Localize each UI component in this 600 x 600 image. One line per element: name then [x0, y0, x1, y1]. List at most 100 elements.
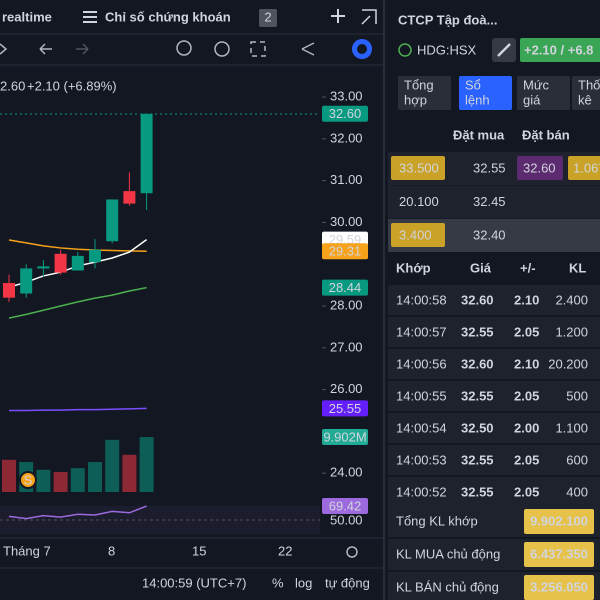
trade-price: 32.50 — [461, 420, 494, 435]
candle-body — [123, 191, 136, 204]
trade-change: 2.10 — [514, 292, 539, 307]
symbol: HDG:HSX — [417, 42, 477, 57]
trade-row — [388, 285, 600, 315]
price-badge-label: 29.31 — [329, 244, 362, 259]
badge: 2 — [264, 9, 271, 24]
tab[interactable] — [398, 76, 451, 110]
watchlist-name[interactable]: Chỉ số chứng khoán — [105, 9, 231, 24]
trade-time: 14:00:58 — [396, 292, 447, 307]
moving-average — [8, 239, 147, 253]
order-header: Đặt mua — [453, 127, 505, 142]
trade-time: 14:00:57 — [396, 324, 447, 339]
indicator-icon[interactable] — [176, 40, 192, 56]
trade-price: 32.60 — [461, 292, 494, 307]
edit-icon — [497, 43, 511, 57]
y-tick-label: 28.00 — [330, 297, 363, 312]
tab-label: giá — [523, 92, 541, 107]
trade-volume: 20.200 — [548, 356, 588, 371]
trade-volume: 400 — [566, 484, 588, 499]
tab[interactable] — [459, 76, 512, 110]
order-row — [388, 185, 600, 219]
expand-icon[interactable] — [361, 9, 377, 25]
tab-label: lệnh — [465, 92, 490, 107]
event-icon[interactable] — [19, 471, 37, 489]
log-toggle[interactable]: log — [295, 575, 312, 590]
menu-icon[interactable] — [83, 11, 97, 23]
change: +2.10 / +6.8 — [524, 42, 593, 57]
undo-icon[interactable] — [39, 43, 52, 55]
y-tick-label: 31.00 — [330, 172, 363, 187]
price-badge — [322, 279, 368, 296]
add-icon[interactable] — [331, 9, 345, 23]
trade-row — [388, 445, 600, 475]
tab-label: kê — [578, 92, 592, 107]
sell-highlight — [517, 156, 563, 180]
trade-change: 2.05 — [514, 484, 539, 499]
volume-highlight — [391, 223, 445, 247]
price-badge-label: 28.44 — [329, 280, 362, 295]
trade-price: 32.55 — [461, 324, 494, 339]
price-badge-label: 69.42 — [329, 498, 362, 513]
change-box — [520, 38, 600, 62]
trade-change: 2.05 — [514, 388, 539, 403]
moving-average — [9, 407, 147, 412]
chevron-icon[interactable] — [0, 43, 8, 55]
volume-bar — [70, 468, 85, 492]
y-tick-label: 24.00 — [330, 465, 363, 480]
trade-row — [388, 349, 600, 379]
volume-bar — [139, 437, 154, 492]
trade-volume: 600 — [566, 452, 588, 467]
trade-row — [388, 477, 600, 507]
trade-price: 32.60 — [461, 356, 494, 371]
tab[interactable] — [572, 76, 600, 110]
settings-icon[interactable] — [214, 41, 230, 57]
summary-value: 6.437.350 — [530, 546, 588, 561]
rsi-line — [8, 505, 147, 520]
clock: 14:00:59 (UTC+7) — [142, 575, 246, 590]
trade-time: 14:00:53 — [396, 452, 447, 467]
y-tick-label: 26.00 — [330, 381, 363, 396]
price-badge — [322, 429, 368, 446]
volume-bar — [36, 469, 51, 492]
y-tick-label: 32.00 — [330, 130, 363, 145]
trade-time: 14:00:56 — [396, 356, 447, 371]
volume-bar — [2, 459, 16, 492]
sell-volume: 1.067 — [573, 160, 600, 175]
sell-price: 32.60 — [523, 160, 556, 175]
auto-toggle[interactable]: tự động — [325, 575, 370, 590]
x-tick-label: 8 — [108, 543, 115, 558]
summary-label: KL BÁN chủ động — [396, 579, 499, 594]
share-icon[interactable] — [301, 42, 315, 56]
trade-volume: 1.200 — [555, 324, 588, 339]
tab-label: Tổng — [404, 77, 434, 92]
redo-icon[interactable] — [76, 43, 89, 55]
volume-bar — [105, 439, 120, 492]
trade-row — [388, 381, 600, 411]
volume-bar — [53, 472, 68, 492]
event-icon-label: S — [24, 472, 33, 487]
price-badge — [322, 498, 368, 515]
trade-change: 2.05 — [514, 452, 539, 467]
trade-change: 2.05 — [514, 324, 539, 339]
volume-highlight — [391, 156, 445, 180]
trade-row — [388, 413, 600, 443]
tab-label[interactable]: realtime — [2, 9, 52, 24]
fullscreen-icon[interactable] — [250, 41, 266, 57]
tab-label: hợp — [404, 92, 427, 107]
summary-value: 3.256.050 — [530, 579, 588, 594]
trade-volume: 2.400 — [555, 292, 588, 307]
rsi-tick-label: 50.00 — [330, 512, 363, 527]
price-badge-label: 9.902M — [323, 429, 366, 444]
tab[interactable] — [517, 76, 570, 110]
legend-price: 2.60 — [0, 78, 25, 93]
summary-highlight — [524, 509, 594, 534]
percent-toggle[interactable]: % — [272, 575, 284, 590]
trade-time: 14:00:52 — [396, 484, 447, 499]
tab-label: Sổ — [465, 77, 481, 92]
legend-change: +2.10 (+6.89%) — [27, 78, 117, 93]
trade-time: 14:00:55 — [396, 388, 447, 403]
buy-volume: 33.500 — [399, 160, 439, 175]
axis-settings-icon[interactable] — [346, 546, 358, 558]
